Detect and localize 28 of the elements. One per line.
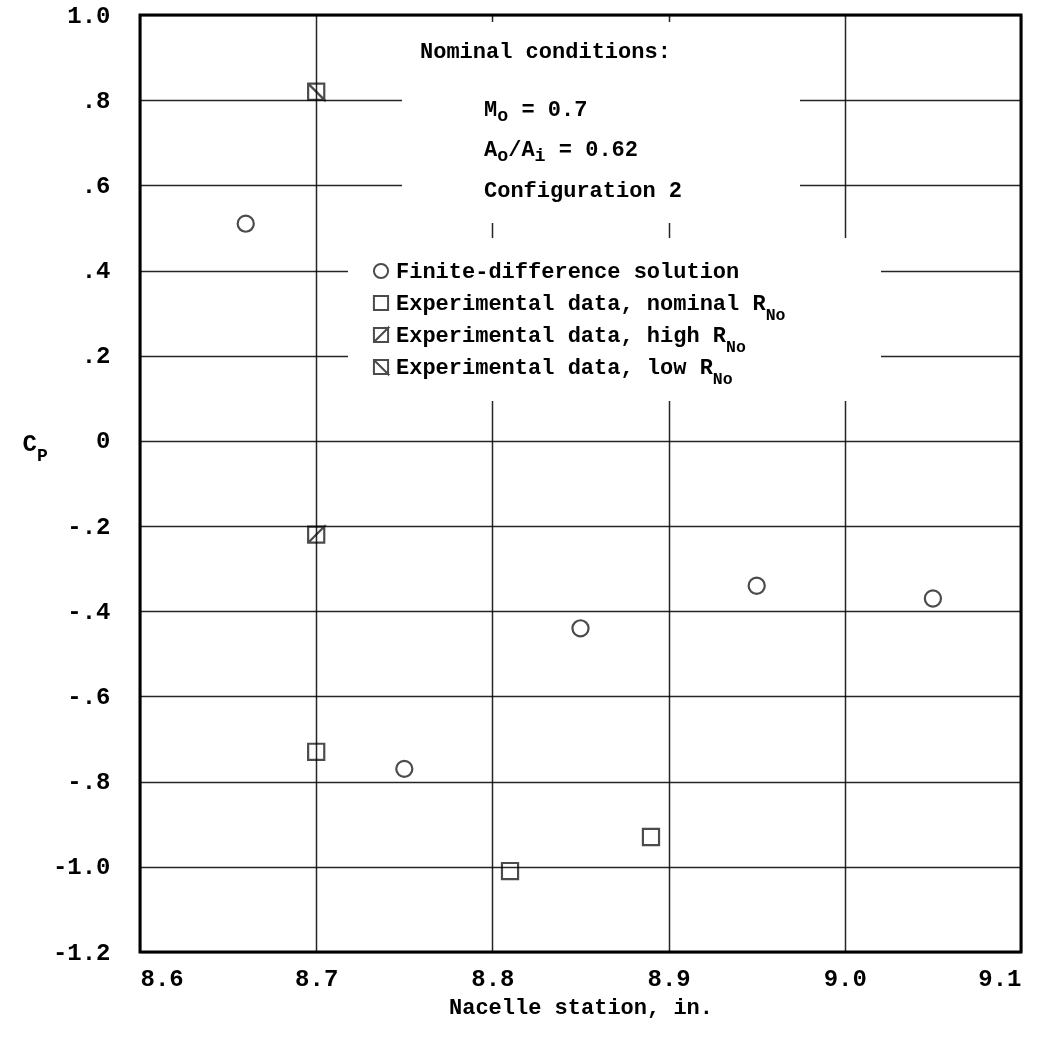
legend-label: Experimental data, low R$_{No}$ [396,356,733,389]
y-tick-label: .8 [81,87,111,115]
y-tick-label: -1.2 [52,939,111,967]
legend-label: Finite-difference solution [396,260,740,285]
annotation: Nominal conditions: [420,39,672,67]
y-axis-title: C$_{P}$ [22,430,48,466]
x-tick-label: 8.7 [295,965,339,993]
x-tick-label: 8.8 [471,965,515,993]
y-tick-label: 0 [96,428,111,456]
x-tick-label: 8.9 [647,965,691,993]
y-tick-label: .4 [81,258,111,286]
annotation: A$_{o}$/A$_{i}$ = 0.62 [483,137,640,170]
y-tick-label: -1.0 [52,854,111,882]
annotation: Configuration 2 [483,177,684,206]
legend-label: Experimental data, nominal R$_{No}$ [396,292,786,325]
x-tick-label: 9.1 [978,965,1022,993]
y-tick-label: -.8 [67,769,111,797]
y-tick-label: -.6 [67,683,111,711]
x-tick-label: 9.0 [823,965,867,993]
y-tick-label: -.2 [67,513,111,541]
y-tick-label: 1.0 [67,2,111,30]
y-tick-label: .2 [81,343,111,371]
annotation: M$_{o}$ = 0.7 [483,97,589,130]
y-tick-label: -.4 [67,598,111,626]
legend-label: Experimental data, high R$_{No}$ [396,324,746,357]
x-axis-title: Nacelle station, in. [448,995,714,1021]
x-tick-label: 8.6 [140,965,184,993]
y-tick-label: .6 [81,172,111,200]
